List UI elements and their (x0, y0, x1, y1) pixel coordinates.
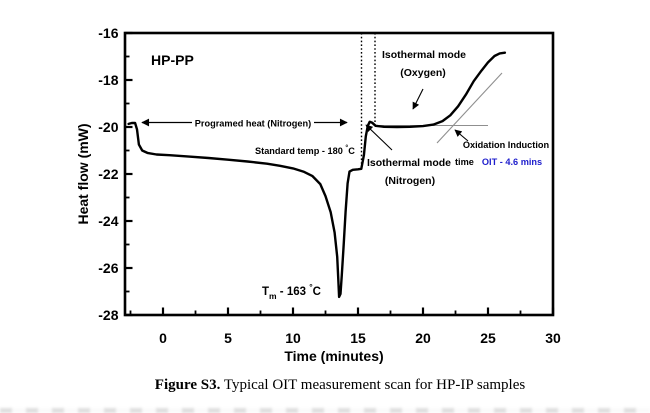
x-tick-label: 20 (415, 330, 431, 346)
melting-temp-label: Tm - 163 °C (262, 282, 321, 301)
isothermal-nitrogen-label-line1: Isothermal mode (367, 157, 451, 169)
isothermal-nitrogen-label-line2: (Nitrogen) (385, 175, 435, 187)
sample-label: HP-PP (151, 52, 194, 68)
nitrogen-mode-arrow (365, 124, 393, 151)
x-tick-label: 0 (159, 330, 167, 346)
axis-ticks: 0 5 10 15 20 25 30 -16 -18 -20 -22 -24 -26 -28 (98, 25, 561, 346)
oxygen-mode-arrow (412, 88, 424, 110)
cropped-text-artifact (0, 408, 650, 413)
y-tick-label: -28 (98, 307, 118, 323)
y-tick-label: -20 (98, 119, 118, 135)
standard-temp-label: Standard temp - 180 °C (255, 144, 355, 156)
x-axis-title: Time (minutes) (284, 348, 383, 364)
x-tick-label: 10 (285, 330, 301, 346)
y-tick-label: -16 (98, 25, 118, 41)
isothermal-oxygen-label-line2: (Oxygen) (400, 67, 446, 79)
oit-value-label: time OIT - 4.6 mins (455, 157, 542, 167)
x-tick-label: 15 (350, 330, 366, 346)
x-tick-label: 30 (545, 330, 561, 346)
y-tick-label: -18 (98, 72, 118, 88)
x-tick-label: 5 (224, 330, 232, 346)
y-tick-label: -24 (98, 213, 118, 229)
heat-flow-curve (127, 51, 507, 299)
y-tick-label: -26 (98, 260, 118, 276)
oxidation-induction-label: Oxidation Induction (463, 140, 550, 150)
x-tick-label: 25 (480, 330, 496, 346)
oit-intersection-arrow (454, 129, 469, 142)
programed-heat-label: Programed heat (Nitrogen) (195, 119, 311, 129)
isothermal-oxygen-label-line1: Isothermal mode (382, 49, 466, 61)
y-tick-label: -22 (98, 166, 118, 182)
figure-caption: Figure S3. Typical OIT measurement scan … (155, 377, 526, 393)
y-axis-title: Heat flow (mW) (75, 123, 91, 224)
slope-tangent-line (436, 72, 503, 144)
